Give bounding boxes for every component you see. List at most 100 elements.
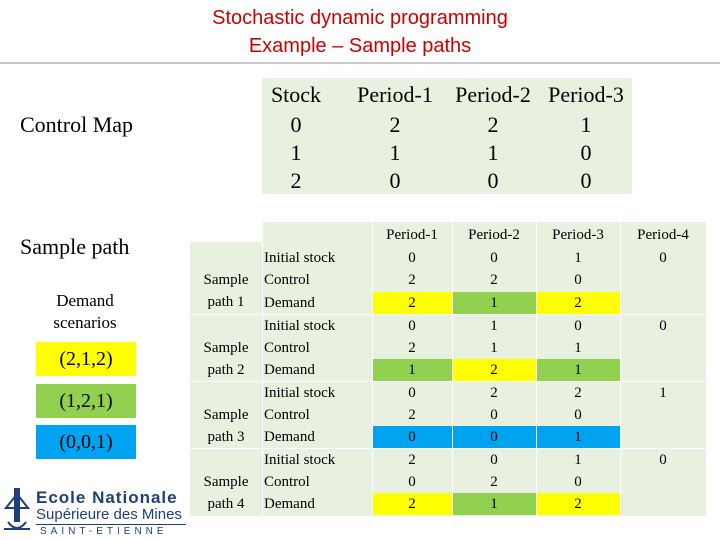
grid-line	[620, 222, 621, 516]
table-cell: 2	[408, 407, 416, 423]
grid-line	[372, 222, 373, 516]
table-cell: 0	[490, 250, 498, 266]
row-name: Demand	[264, 429, 315, 445]
table-cell: 1	[408, 362, 416, 378]
table-cell: 2	[408, 496, 416, 512]
table-cell: 0	[659, 318, 667, 334]
table-cell: 1	[574, 452, 582, 468]
row-name: Demand	[264, 295, 315, 311]
period-header: Period-1	[386, 227, 438, 243]
table-cell: 0	[574, 272, 582, 288]
grid-line	[536, 222, 537, 516]
table-cell: 2	[408, 272, 416, 288]
highlight-yellow	[536, 292, 620, 314]
highlight-green	[452, 493, 536, 515]
control-map-label: Control Map	[20, 112, 134, 137]
control-map-cell: 2	[389, 112, 401, 137]
table-cell: 2	[408, 295, 416, 311]
path-label: path 1	[207, 294, 245, 310]
control-map-cell: 1	[487, 140, 499, 165]
row-name: Control	[264, 272, 310, 288]
demand-label-line: scenarios	[53, 313, 117, 332]
path-label: path 3	[207, 429, 245, 445]
control-map-table: Stock Period-1 Period-2 Period-3 0 2 2 1…	[262, 78, 632, 194]
table-cell: 1	[574, 250, 582, 266]
table-corner	[190, 222, 262, 242]
table-cell: 1	[490, 496, 498, 512]
period-header: Period-4	[637, 227, 689, 243]
table-cell: 0	[659, 452, 667, 468]
slide-subtitle: Example – Sample paths	[248, 35, 472, 57]
logo-line-1: Ecole Nationale	[36, 488, 178, 507]
scenario-box-3: (0,0,1)	[36, 425, 136, 459]
table-cell: 1	[490, 318, 498, 334]
row-name: Initial stock	[264, 250, 336, 266]
highlight-yellow	[536, 493, 620, 515]
period-header: Period-3	[552, 227, 604, 243]
table-cell: 0	[408, 385, 416, 401]
path-label: Sample	[203, 340, 249, 356]
control-map-cell: 1	[290, 140, 302, 165]
demand-scenarios-label: Demand scenarios	[20, 290, 150, 334]
table-cell: 2	[408, 452, 416, 468]
slide-title: Stochastic dynamic programming	[212, 7, 508, 29]
highlight-yellow	[372, 493, 452, 515]
table-cell: 1	[574, 340, 582, 356]
table-cell: 0	[490, 407, 498, 423]
table-cell: 0	[408, 474, 416, 490]
table-cell: 0	[574, 318, 582, 334]
row-name: Demand	[264, 496, 315, 512]
table-cell: 2	[490, 362, 498, 378]
table-cell: 1	[490, 295, 498, 311]
table-cell: 1	[659, 385, 667, 401]
table-cell: 2	[574, 295, 582, 311]
scenario-box-2: (1,2,1)	[36, 384, 136, 418]
table-cell: 0	[408, 318, 416, 334]
scenario-box-1: (2,1,2)	[36, 342, 136, 376]
grid-line	[190, 314, 706, 315]
control-map-cell: 0	[389, 168, 401, 193]
table-cell: 2	[574, 496, 582, 512]
highlight-blue	[372, 426, 452, 448]
sample-path-label: Sample path	[20, 234, 130, 259]
control-map-cell: 2	[487, 112, 499, 137]
highlight-yellow	[452, 359, 536, 381]
title-divider	[0, 62, 720, 64]
row-name: Control	[264, 474, 310, 490]
highlight-green	[452, 292, 536, 314]
table-cell: 0	[574, 474, 582, 490]
row-name: Initial stock	[264, 452, 336, 468]
highlight-yellow	[372, 292, 452, 314]
path-label: Sample	[203, 272, 249, 288]
control-map-cell: 0	[487, 168, 499, 193]
path-label: Sample	[203, 474, 249, 490]
control-map-header: Period-3	[548, 82, 624, 107]
path-label: path 2	[207, 362, 245, 378]
highlight-blue	[452, 426, 536, 448]
row-name: Demand	[264, 362, 315, 378]
logo-line-2: Supérieure des Mines	[36, 506, 182, 523]
path-label: path 4	[207, 496, 245, 512]
row-name: Initial stock	[264, 385, 336, 401]
grid-line	[190, 381, 706, 382]
table-cell: 1	[490, 340, 498, 356]
demand-label-line: Demand	[56, 291, 114, 310]
path-label: Sample	[203, 407, 249, 423]
logo-emblem-icon	[4, 488, 30, 530]
table-cell: 1	[574, 429, 582, 445]
table-cell: 0	[490, 429, 498, 445]
table-cell: 2	[490, 474, 498, 490]
control-map-cell: 0	[580, 168, 592, 193]
control-map-cell: 0	[580, 140, 592, 165]
control-map-header: Period-2	[455, 82, 531, 107]
control-map-cell: 1	[580, 112, 592, 137]
table-cell: 0	[490, 452, 498, 468]
table-cell: 0	[659, 250, 667, 266]
control-map-cell: 1	[389, 140, 401, 165]
highlight-green	[536, 359, 620, 381]
grid-line	[452, 222, 453, 516]
control-map-header: Stock	[270, 82, 322, 107]
table-cell: 2	[490, 272, 498, 288]
grid-line	[262, 222, 263, 516]
grid-line	[190, 448, 706, 449]
